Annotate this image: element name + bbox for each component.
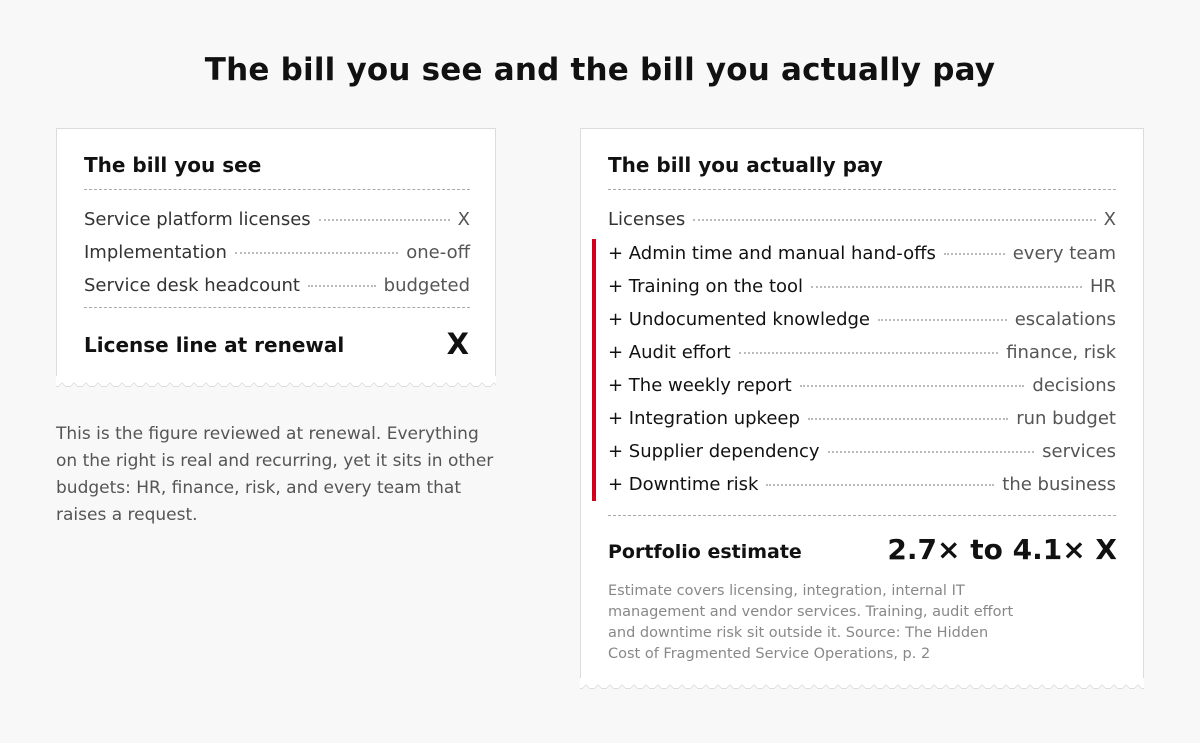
hidden-cost-item: + Integration upkeep run budget: [608, 408, 1116, 429]
line-item-label: + Downtime risk: [608, 474, 759, 495]
bill-line-item: Implementation one-off: [84, 242, 470, 263]
bill-line-item: Service desk headcount budgeted: [84, 275, 470, 296]
actual-bill-receipt: The bill you actually pay Licenses X + A…: [580, 128, 1144, 689]
actual-bill-total-label: Portfolio estimate: [608, 541, 802, 563]
dot-leader: [766, 484, 995, 486]
visible-bill-total-value: X: [446, 327, 469, 361]
actual-bill-heading: The bill you actually pay: [608, 153, 883, 177]
line-item-label: + The weekly report: [608, 375, 792, 396]
visible-bill-total-label: License line at renewal: [84, 333, 345, 357]
line-item-label: + Undocumented knowledge: [608, 309, 870, 330]
divider: [84, 307, 470, 308]
line-item-value: the business: [1002, 474, 1116, 495]
line-item-label: Implementation: [84, 242, 227, 263]
line-item-value: escalations: [1014, 309, 1116, 330]
renewal-note: This is the figure reviewed at renewal. …: [56, 424, 494, 525]
divider: [608, 515, 1116, 516]
line-item-value: run budget: [1016, 408, 1116, 429]
divider: [608, 189, 1116, 190]
line-item-value: services: [1042, 441, 1116, 462]
page-title: The bill you see and the bill you actual…: [204, 52, 996, 88]
line-item-value: every team: [1012, 243, 1116, 264]
dot-leader: [308, 285, 376, 287]
line-item-value: finance, risk: [1006, 342, 1116, 363]
line-item-label: + Admin time and manual hand-offs: [608, 243, 936, 264]
dot-leader: [827, 451, 1035, 453]
dot-leader: [738, 352, 999, 354]
line-item-label: + Integration upkeep: [608, 408, 800, 429]
line-item-value: one-off: [406, 242, 470, 263]
dot-leader: [811, 286, 1082, 288]
hidden-costs-marker: [592, 239, 596, 501]
hidden-cost-item: + Supplier dependency services: [608, 441, 1116, 462]
hidden-cost-item: + Undocumented knowledge escalations: [608, 309, 1116, 330]
line-item-label: + Training on the tool: [608, 276, 804, 297]
line-item-value: budgeted: [383, 275, 470, 296]
line-item-label: + Audit effort: [608, 342, 731, 363]
bill-line-item: Service platform licenses X: [84, 209, 470, 230]
line-item-value: X: [457, 209, 470, 230]
actual-bill-total-value: 2.7× to 4.1× X: [887, 533, 1117, 566]
hidden-cost-item: + Admin time and manual hand-offs every …: [608, 243, 1116, 264]
line-item-label: Service desk headcount: [84, 275, 300, 296]
dot-leader: [318, 219, 450, 221]
hidden-cost-item: + Training on the tool HR: [608, 276, 1116, 297]
dot-leader: [693, 219, 1096, 221]
receipt-tear-edge: [580, 678, 1144, 688]
line-item-label: + Supplier dependency: [608, 441, 820, 462]
line-item-label: Licenses: [608, 209, 686, 230]
dot-leader: [943, 253, 1005, 255]
line-item-value: X: [1103, 209, 1116, 230]
visible-bill-heading: The bill you see: [84, 153, 262, 177]
dot-leader: [807, 418, 1009, 420]
line-item-value: HR: [1089, 276, 1116, 297]
divider: [84, 189, 470, 190]
hidden-cost-item: + Downtime risk the business: [608, 474, 1116, 495]
dot-leader: [234, 252, 399, 254]
dot-leader: [799, 385, 1025, 387]
hidden-cost-item: + Audit effort finance, risk: [608, 342, 1116, 363]
bill-line-item: Licenses X: [608, 209, 1116, 230]
line-item-label: Service platform licenses: [84, 209, 311, 230]
line-item-value: decisions: [1032, 375, 1116, 396]
receipt-tear-edge: [56, 376, 496, 386]
hidden-cost-item: + The weekly report decisions: [608, 375, 1116, 396]
dot-leader: [878, 319, 1007, 321]
source-note: Estimate covers licensing, integration, …: [608, 583, 1014, 662]
visible-bill-receipt: The bill you see Service platform licens…: [56, 128, 496, 387]
